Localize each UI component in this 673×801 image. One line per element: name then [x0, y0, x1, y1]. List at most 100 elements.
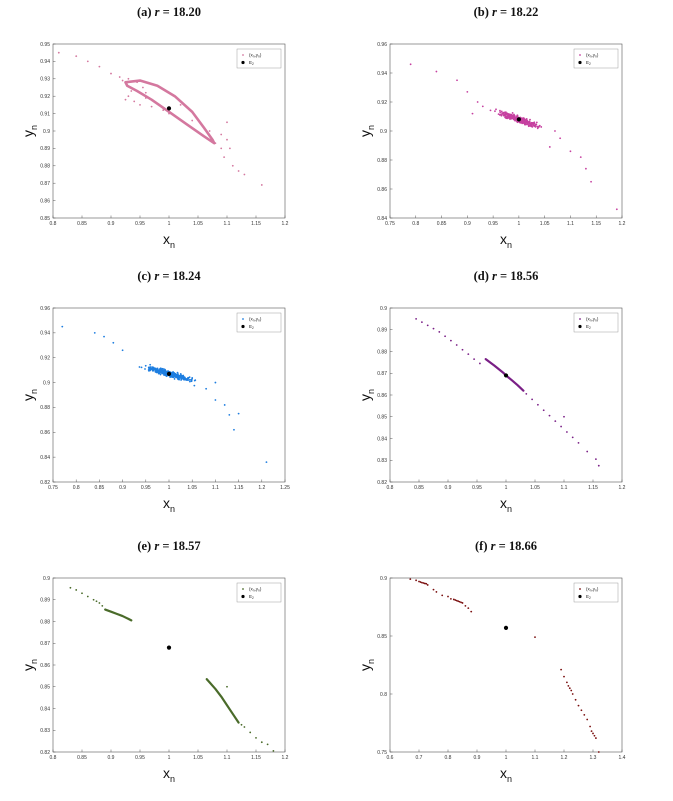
data-point: [167, 370, 169, 373]
title-variable: r: [491, 539, 496, 553]
data-point: [529, 118, 531, 121]
title-value: = 18.24: [159, 269, 201, 283]
data-point: [571, 436, 574, 439]
y-tick-label: 0.94: [40, 331, 50, 337]
data-point: [150, 105, 153, 108]
data-point: [179, 376, 182, 379]
data-point: [500, 110, 503, 113]
data-point: [586, 450, 589, 453]
chart-panel-b: (b) r = 18.22 0.75 0.8 0.85 0.9 0.95 1 1.05 1.1 1…: [345, 4, 665, 259]
data-point: [454, 599, 457, 601]
x-tick-label: 0.85: [95, 485, 105, 491]
data-point: [595, 458, 597, 461]
data-point: [528, 122, 531, 125]
data-point: [93, 331, 96, 334]
y-tick-label: 0.88: [40, 619, 50, 625]
data-point: [481, 105, 484, 108]
data-point: [504, 111, 507, 114]
title-prefix: (a): [137, 5, 155, 19]
legend-part: ,y: [592, 317, 596, 322]
chart-svg-e: (e) r = 18.57 0.8 0.85 0.9 0.95 1 1.05 1.1 1.15 1…: [20, 539, 289, 784]
y-axis-label-sub: n: [29, 659, 39, 664]
legend-fixed-marker: [241, 594, 245, 599]
legend-fixed-marker: [241, 60, 245, 65]
attractor-curve: [205, 678, 240, 724]
data-point: [182, 377, 185, 380]
legend-series-marker: [242, 318, 244, 320]
attractor-curve: [124, 79, 216, 145]
data-point: [156, 370, 158, 373]
legend-part: 2: [252, 596, 254, 600]
legend-part: n: [253, 319, 255, 323]
legend: (xn,yn)E2: [236, 48, 282, 69]
data-point: [461, 348, 464, 351]
data-point: [237, 412, 240, 415]
legend-box: [236, 582, 282, 603]
legend-series-label: (xn,yn): [586, 317, 599, 323]
x-tick-label: 1: [168, 221, 171, 227]
data-point: [191, 119, 194, 122]
legend-part: ,y: [255, 317, 259, 322]
y-tick-label: 0.89: [377, 328, 387, 334]
y-axis-label-main: y: [20, 130, 36, 137]
y-tick-label: 0.86: [377, 393, 387, 399]
x-axis-label: xn: [500, 495, 512, 514]
data-point: [149, 369, 151, 372]
legend-part: n: [590, 589, 592, 593]
data-point: [190, 378, 193, 381]
series-group: [409, 578, 600, 753]
data-point: [163, 371, 165, 374]
x-tick-label: 1.1: [212, 485, 219, 491]
y-tick-label: 0.84: [377, 216, 387, 222]
data-point: [447, 595, 449, 598]
data-point: [423, 582, 426, 585]
x-tick-label: 1.2: [258, 485, 265, 491]
data-point: [530, 125, 532, 128]
data-point: [501, 112, 504, 115]
y-tick-label: 0.82: [40, 750, 50, 756]
data-point: [103, 335, 105, 338]
data-point: [528, 124, 531, 127]
y-tick-label: 0.93: [40, 77, 50, 83]
data-point: [98, 65, 101, 68]
data-point: [226, 121, 228, 124]
data-point: [507, 116, 510, 119]
chart-panel-e: (e) r = 18.57 0.8 0.85 0.9 0.95 1 1.05 1.1 1.15 1…: [8, 538, 328, 793]
data-point: [452, 598, 455, 601]
legend-part: 2: [589, 596, 591, 600]
data-point: [139, 104, 141, 106]
data-point: [168, 112, 170, 115]
data-point: [190, 380, 193, 383]
data-point: [98, 602, 101, 604]
y-axis-label: yn: [20, 389, 39, 401]
data-point: [461, 602, 464, 604]
data-point: [569, 150, 572, 153]
data-point: [508, 114, 511, 117]
legend-fixed-label: E2: [249, 594, 254, 600]
y-tick-label: 0.9: [43, 129, 50, 135]
data-point: [160, 371, 163, 374]
fixed-point-marker: [166, 371, 172, 376]
data-point: [525, 118, 528, 120]
x-tick-label: 1.05: [193, 755, 203, 761]
data-point: [149, 363, 152, 366]
legend-part: n: [253, 55, 255, 59]
data-point: [422, 582, 425, 584]
title-prefix: (d): [474, 269, 492, 283]
data-point: [147, 369, 150, 371]
data-point: [435, 70, 438, 73]
data-point: [140, 366, 143, 369]
legend-part: ): [260, 587, 262, 592]
legend-part: E: [586, 60, 589, 65]
x-tick-label: 1.2: [619, 485, 626, 491]
y-tick-label: 0.92: [40, 356, 50, 362]
data-point: [585, 167, 587, 170]
y-axis-label: yn: [20, 125, 39, 137]
data-point: [593, 734, 596, 737]
data-point: [188, 380, 191, 383]
data-point: [519, 121, 522, 124]
data-point: [510, 115, 513, 118]
data-point: [177, 377, 179, 380]
x-axis-label-sub: n: [170, 774, 175, 784]
x-tick-label: 1: [168, 485, 171, 491]
